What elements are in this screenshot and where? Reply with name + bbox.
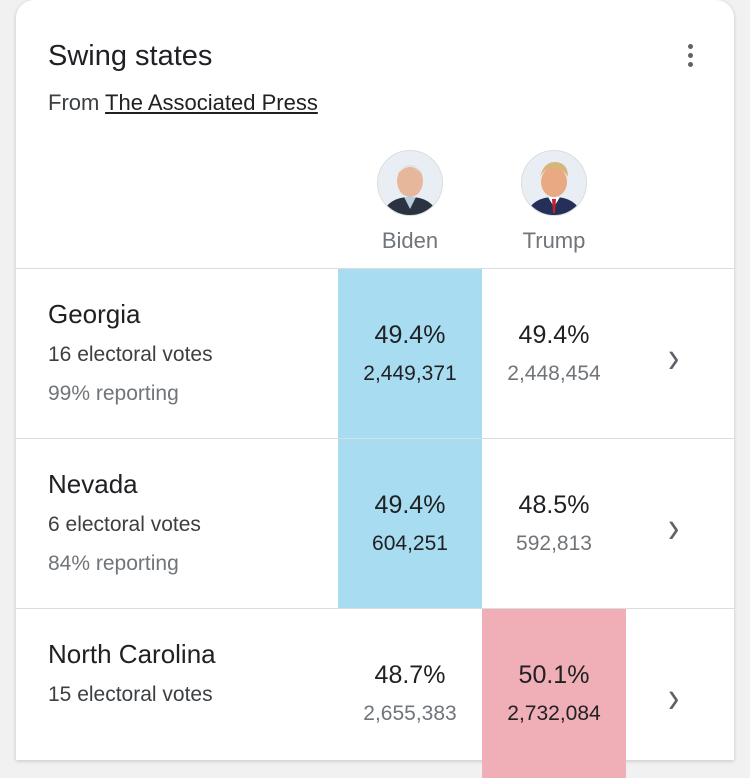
biden-pct: 49.4% bbox=[374, 491, 446, 519]
candidate-biden: Biden bbox=[338, 150, 482, 254]
biden-photo-icon bbox=[377, 150, 443, 216]
biden-result: 49.4% 2,449,371 bbox=[338, 269, 482, 438]
more-options-icon[interactable] bbox=[680, 44, 700, 74]
biden-pct: 48.7% bbox=[374, 661, 446, 689]
trump-result: 49.4% 2,448,454 bbox=[482, 269, 626, 438]
candidate-name: Trump bbox=[522, 228, 586, 253]
biden-result: 49.4% 604,251 bbox=[338, 439, 482, 608]
trump-votes: 2,448,454 bbox=[507, 362, 601, 385]
state-row-north-carolina[interactable]: North Carolina 15 electoral votes 48.7% 2… bbox=[16, 608, 734, 778]
state-name: Nevada bbox=[48, 469, 138, 499]
trump-pct: 49.4% bbox=[518, 321, 590, 349]
trump-pct: 50.1% bbox=[518, 661, 590, 689]
chevron-right-icon[interactable]: › bbox=[668, 503, 680, 553]
state-row-nevada[interactable]: Nevada 6 electoral votes 84% reporting 4… bbox=[16, 438, 734, 608]
trump-result: 48.5% 592,813 bbox=[482, 439, 626, 608]
state-name: North Carolina bbox=[48, 639, 216, 669]
trump-photo-icon bbox=[521, 150, 587, 216]
card-title: Swing states bbox=[48, 40, 213, 72]
source-prefix: From bbox=[48, 90, 100, 115]
chevron-right-icon[interactable]: › bbox=[668, 333, 680, 383]
trump-votes: 2,732,084 bbox=[507, 702, 601, 725]
source-line: From The Associated Press bbox=[48, 90, 318, 116]
swing-states-card: Swing states From The Associated Press B… bbox=[16, 0, 734, 778]
biden-votes: 2,655,383 bbox=[363, 702, 457, 725]
electoral-votes: 15 electoral votes bbox=[48, 683, 213, 706]
trump-votes: 592,813 bbox=[516, 532, 592, 555]
electoral-votes: 16 electoral votes bbox=[48, 343, 213, 366]
chevron-right-icon[interactable]: › bbox=[668, 673, 680, 723]
reporting: 99% reporting bbox=[48, 382, 179, 405]
biden-pct: 49.4% bbox=[374, 321, 446, 349]
biden-votes: 604,251 bbox=[372, 532, 448, 555]
state-row-georgia[interactable]: Georgia 16 electoral votes 99% reporting… bbox=[16, 268, 734, 438]
state-name: Georgia bbox=[48, 299, 141, 329]
biden-result: 48.7% 2,655,383 bbox=[338, 609, 482, 778]
trump-result: 50.1% 2,732,084 bbox=[482, 609, 626, 778]
reporting: 84% reporting bbox=[48, 552, 179, 575]
candidate-name: Biden bbox=[381, 228, 439, 253]
electoral-votes: 6 electoral votes bbox=[48, 513, 201, 536]
source-link[interactable]: The Associated Press bbox=[105, 90, 318, 115]
trump-pct: 48.5% bbox=[518, 491, 590, 519]
biden-votes: 2,449,371 bbox=[363, 362, 457, 385]
candidate-trump: Trump bbox=[482, 150, 626, 254]
